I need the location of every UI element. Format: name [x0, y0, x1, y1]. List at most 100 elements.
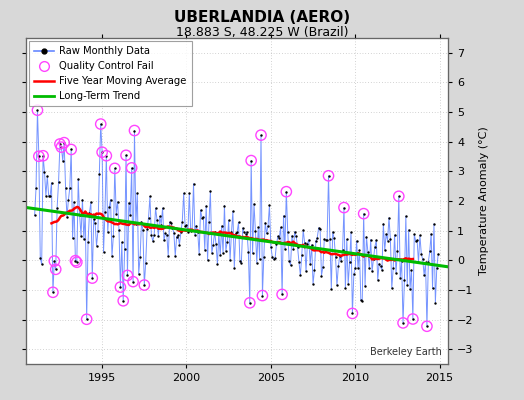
Point — [372, 237, 380, 243]
Point — [96, 121, 105, 127]
Point — [427, 231, 435, 237]
Point — [175, 241, 183, 248]
Point — [343, 236, 351, 242]
Point — [157, 222, 166, 228]
Point — [209, 242, 217, 248]
Point — [67, 146, 75, 153]
Point — [170, 230, 178, 236]
Point — [309, 281, 317, 287]
Point — [116, 284, 125, 290]
Point — [269, 256, 278, 263]
Point — [178, 218, 187, 225]
Point — [66, 184, 74, 191]
Point — [358, 298, 366, 304]
Point — [182, 222, 191, 228]
Point — [121, 246, 129, 253]
Point — [319, 264, 327, 270]
Point — [347, 229, 355, 235]
Point — [191, 232, 199, 238]
Point — [185, 190, 193, 197]
Point — [275, 234, 283, 241]
Point — [409, 316, 417, 322]
Point — [141, 260, 150, 266]
Point — [236, 258, 244, 264]
Point — [244, 249, 253, 255]
Point — [122, 152, 130, 158]
Point — [255, 256, 264, 262]
Point — [135, 270, 143, 277]
Point — [434, 251, 442, 257]
Point — [36, 254, 45, 261]
Point — [162, 232, 171, 238]
Point — [85, 210, 94, 216]
Point — [35, 153, 43, 160]
Point — [32, 185, 40, 191]
Point — [411, 238, 420, 244]
Point — [233, 229, 242, 235]
Point — [127, 165, 136, 171]
Point — [189, 180, 198, 187]
Point — [382, 231, 390, 237]
Point — [300, 239, 309, 246]
Point — [60, 140, 68, 146]
Point — [390, 232, 399, 238]
Point — [71, 258, 80, 264]
Point — [33, 107, 41, 113]
Point — [80, 236, 88, 242]
Point — [39, 152, 47, 159]
Point — [259, 254, 268, 260]
Point — [240, 229, 248, 236]
Point — [82, 316, 91, 322]
Point — [322, 236, 330, 243]
Point — [206, 188, 215, 194]
Point — [228, 208, 237, 214]
Point — [149, 238, 157, 244]
Point — [272, 241, 281, 247]
Point — [410, 231, 419, 238]
Point — [268, 254, 277, 260]
Point — [327, 286, 335, 292]
Point — [168, 225, 177, 231]
Point — [409, 316, 417, 322]
Point — [395, 193, 403, 200]
Point — [421, 259, 430, 266]
Point — [396, 275, 405, 281]
Point — [88, 275, 96, 281]
Y-axis label: Temperature Anomaly (°C): Temperature Anomaly (°C) — [479, 127, 489, 275]
Point — [330, 235, 339, 242]
Point — [230, 264, 238, 271]
Point — [242, 230, 250, 237]
Point — [219, 250, 227, 256]
Point — [298, 252, 306, 258]
Point — [430, 220, 438, 227]
Point — [82, 316, 91, 322]
Point — [57, 144, 66, 150]
Point — [403, 282, 411, 288]
Point — [192, 222, 201, 229]
Point — [246, 300, 254, 306]
Point — [378, 267, 386, 273]
Point — [399, 320, 407, 326]
Point — [78, 196, 86, 203]
Point — [423, 323, 431, 330]
Point — [302, 268, 310, 274]
Point — [264, 222, 272, 229]
Point — [246, 300, 254, 306]
Point — [400, 277, 409, 284]
Point — [56, 141, 64, 147]
Point — [158, 205, 167, 211]
Point — [420, 272, 428, 278]
Point — [355, 247, 364, 253]
Point — [250, 200, 258, 207]
Point — [63, 214, 71, 220]
Point — [184, 228, 192, 235]
Point — [116, 284, 125, 290]
Point — [253, 260, 261, 266]
Point — [113, 198, 122, 205]
Point — [160, 237, 168, 244]
Point — [313, 234, 321, 241]
Point — [211, 229, 219, 235]
Point — [202, 202, 210, 209]
Point — [217, 223, 226, 229]
Point — [53, 204, 61, 211]
